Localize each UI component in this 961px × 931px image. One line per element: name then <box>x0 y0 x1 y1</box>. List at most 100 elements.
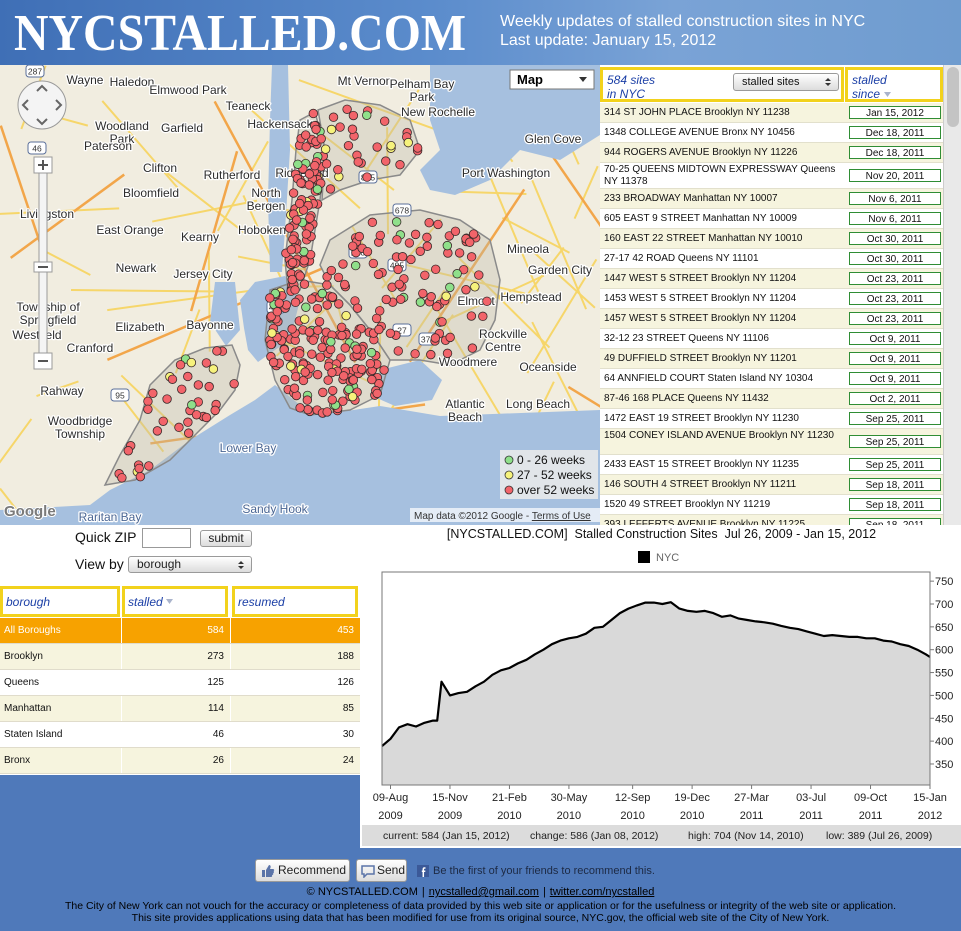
borough-row[interactable]: Brooklyn 273 188 <box>0 644 360 670</box>
site-marker[interactable] <box>385 328 396 339</box>
site-marker[interactable] <box>193 380 204 390</box>
recommend-button[interactable]: Recommend <box>255 859 350 882</box>
site-marker[interactable] <box>348 241 358 251</box>
site-marker[interactable] <box>367 374 377 385</box>
site-marker[interactable] <box>183 417 193 427</box>
scroll-thumb[interactable] <box>947 67 959 127</box>
site-marker[interactable] <box>374 324 384 335</box>
site-row[interactable]: 70-25 QUEENS MIDTOWN EXPRESSWAY Queens N… <box>600 163 943 189</box>
site-marker[interactable] <box>326 337 336 347</box>
site-marker[interactable] <box>441 291 451 301</box>
site-marker[interactable] <box>295 349 305 359</box>
site-marker[interactable] <box>422 232 432 243</box>
site-row[interactable]: 1504 CONEY ISLAND AVENUE Brooklyn NY 112… <box>600 429 943 455</box>
site-marker[interactable] <box>357 364 367 375</box>
site-marker[interactable] <box>312 303 323 314</box>
site-marker[interactable] <box>347 391 358 402</box>
site-marker[interactable] <box>286 245 297 255</box>
site-marker[interactable] <box>379 116 390 126</box>
site-marker[interactable] <box>381 156 391 166</box>
site-marker[interactable] <box>317 288 327 299</box>
site-marker[interactable] <box>341 310 351 321</box>
footer-link[interactable]: twitter.com/nycstalled <box>549 886 655 898</box>
site-marker[interactable] <box>347 124 358 134</box>
site-marker[interactable] <box>466 252 477 262</box>
site-row[interactable]: 605 EAST 9 STREET Manhattan NY 10009 Nov … <box>600 209 943 229</box>
site-marker[interactable] <box>312 184 323 194</box>
site-row[interactable]: 49 DUFFIELD STREET Brooklyn NY 11201 Oct … <box>600 349 943 369</box>
site-marker[interactable] <box>432 301 442 312</box>
site-marker[interactable] <box>338 396 348 406</box>
site-marker[interactable] <box>177 384 187 394</box>
site-marker[interactable] <box>339 371 349 381</box>
site-row[interactable]: 233 BROADWAY Manhattan NY 10007 Nov 6, 20… <box>600 189 943 209</box>
site-marker[interactable] <box>465 237 475 247</box>
site-marker[interactable] <box>117 473 127 483</box>
site-marker[interactable] <box>424 217 434 228</box>
site-marker[interactable] <box>175 360 186 370</box>
site-marker[interactable] <box>304 169 315 179</box>
site-marker[interactable] <box>395 160 405 170</box>
site-marker[interactable] <box>313 325 323 335</box>
site-marker[interactable] <box>314 316 325 327</box>
site-marker[interactable] <box>422 241 433 251</box>
site-marker[interactable] <box>362 172 372 182</box>
site-marker[interactable] <box>394 279 404 290</box>
site-marker[interactable] <box>327 395 337 405</box>
site-marker[interactable] <box>123 446 134 456</box>
site-marker[interactable] <box>320 144 331 154</box>
site-marker[interactable] <box>362 110 372 120</box>
site-marker[interactable] <box>348 110 359 121</box>
site-marker[interactable] <box>445 282 455 293</box>
site-marker[interactable] <box>340 343 350 353</box>
column-header[interactable]: borough <box>0 586 120 617</box>
site-marker[interactable] <box>418 288 428 299</box>
site-marker[interactable] <box>379 365 389 375</box>
view-select[interactable]: borough <box>128 556 252 573</box>
site-marker[interactable] <box>467 343 478 353</box>
site-marker[interactable] <box>284 223 295 233</box>
site-marker[interactable] <box>352 344 362 354</box>
site-marker[interactable] <box>470 282 480 292</box>
column-header[interactable]: stalled <box>122 586 228 617</box>
site-row[interactable]: 1348 COLLEGE AVENUE Bronx NY 10456 Dec 18… <box>600 123 943 143</box>
site-marker[interactable] <box>300 130 311 140</box>
site-marker[interactable] <box>366 347 377 358</box>
scrollbar[interactable] <box>943 65 961 525</box>
footer-link[interactable]: nycstalled@gmail.com <box>428 886 539 898</box>
site-marker[interactable] <box>162 394 172 404</box>
site-marker[interactable] <box>266 339 276 350</box>
site-row[interactable]: 32-12 23 STREET Queens NY 11106 Oct 9, 20… <box>600 329 943 349</box>
site-row[interactable]: 2433 EAST 15 STREET Brooklyn NY 11235 Sep… <box>600 455 943 475</box>
site-marker[interactable] <box>303 404 313 415</box>
site-marker[interactable] <box>403 137 413 148</box>
site-marker[interactable] <box>406 254 416 265</box>
send-button[interactable]: Send <box>356 859 407 882</box>
site-marker[interactable] <box>322 407 332 417</box>
site-marker[interactable] <box>362 246 373 257</box>
site-marker[interactable] <box>135 472 146 482</box>
borough-row[interactable]: Queens 125 126 <box>0 670 360 696</box>
since-box[interactable]: stalled since <box>845 67 943 102</box>
terms-link[interactable]: Terms of Use <box>532 511 591 522</box>
site-marker[interactable] <box>437 317 447 327</box>
site-marker[interactable] <box>308 108 319 119</box>
site-marker[interactable] <box>301 302 311 312</box>
site-marker[interactable] <box>336 322 347 332</box>
site-marker[interactable] <box>295 271 305 281</box>
site-marker[interactable] <box>372 142 382 152</box>
site-marker[interactable] <box>337 330 347 341</box>
site-marker[interactable] <box>328 112 339 122</box>
site-row[interactable]: 1453 WEST 5 STREET Brooklyn NY 11204 Oct … <box>600 289 943 309</box>
site-marker[interactable] <box>321 159 332 169</box>
site-marker[interactable] <box>327 292 338 302</box>
site-marker[interactable] <box>397 252 408 262</box>
site-marker[interactable] <box>433 219 443 230</box>
site-marker[interactable] <box>466 311 477 321</box>
site-marker[interactable] <box>152 426 163 436</box>
site-marker[interactable] <box>288 188 299 198</box>
site-marker[interactable] <box>290 297 301 308</box>
map-type-select[interactable] <box>509 69 595 90</box>
site-marker[interactable] <box>296 178 306 188</box>
site-marker[interactable] <box>412 143 423 153</box>
